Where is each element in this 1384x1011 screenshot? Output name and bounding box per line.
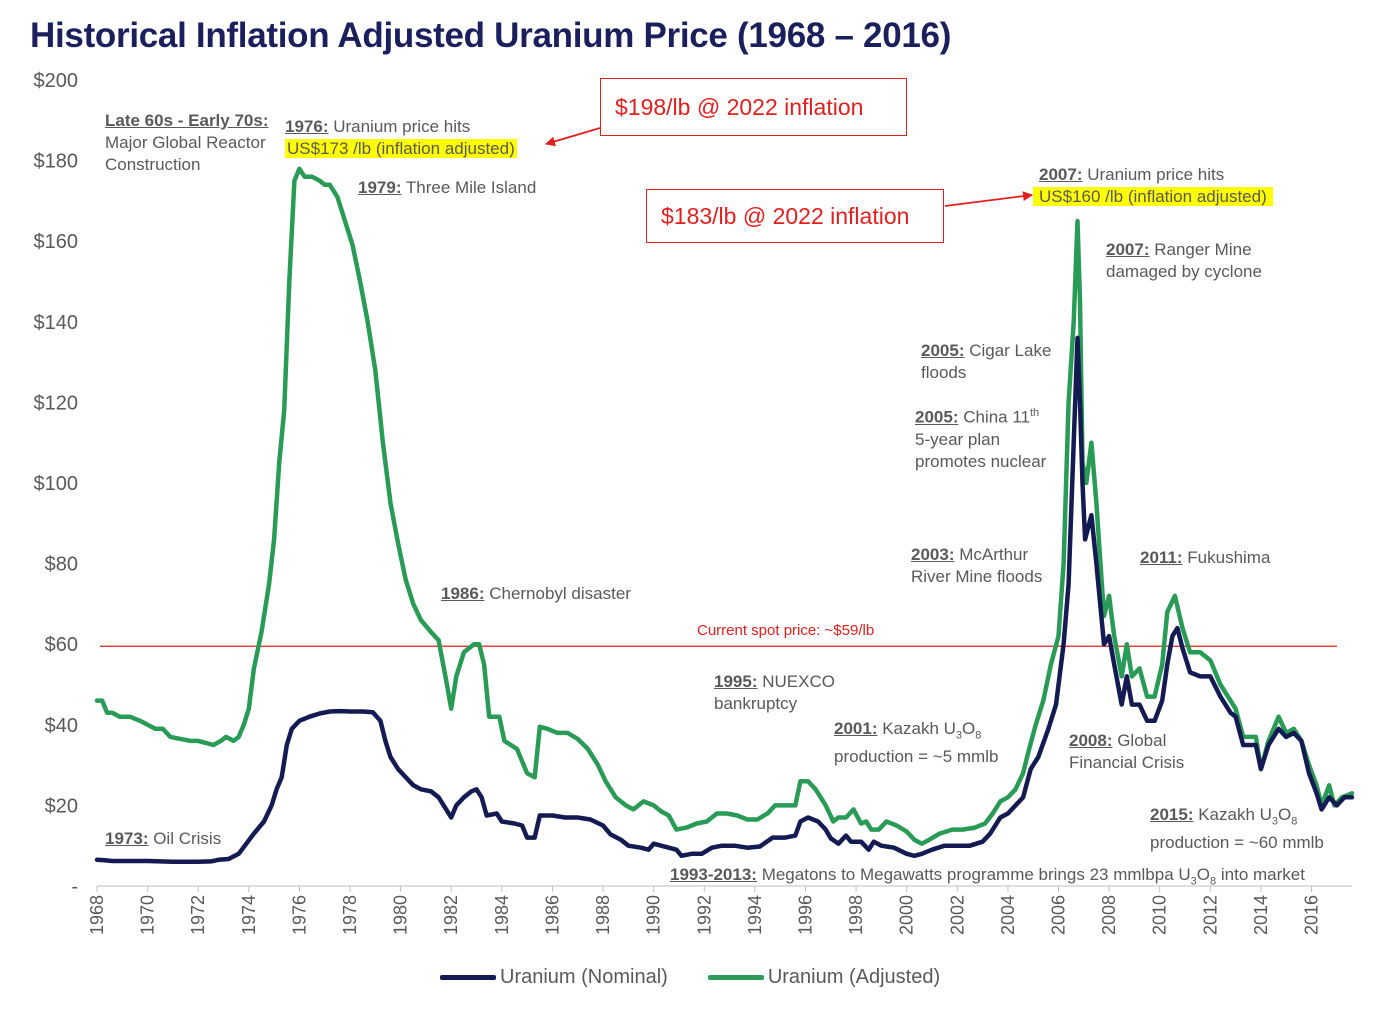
annotation-1979: 1979: Three Mile Island <box>358 178 537 197</box>
callout-198-arrow <box>545 127 601 147</box>
x-tick-label: 1982 <box>441 895 461 935</box>
x-tick-label: 1988 <box>593 895 613 935</box>
legend-label-adjusted: Uranium (Adjusted) <box>767 966 941 988</box>
x-tick-label: 2014 <box>1251 895 1271 935</box>
spot-price-label: Current spot price: ~$59/lb <box>697 622 875 639</box>
series-line-nominal <box>94 335 1355 865</box>
y-tick-label: $160 <box>34 231 79 253</box>
annotation-2001: 2001: Kazakh U3O8 production = ~5 mmlb <box>834 719 999 767</box>
x-tick-label: 1978 <box>340 895 360 935</box>
x-tick-label: 2002 <box>947 895 967 935</box>
x-tick-label: 2012 <box>1200 895 1220 935</box>
y-tick-label: $200 <box>34 70 79 92</box>
x-tick-label: 2004 <box>998 895 1018 935</box>
x-tick-label: 1996 <box>795 895 815 935</box>
x-tick-label: 2016 <box>1302 895 1322 935</box>
callout-183-arrow <box>944 191 1033 207</box>
x-tick-label: 2008 <box>1099 895 1119 935</box>
annotation-1993-2013: 1993-2013: Megatons to Megawatts program… <box>670 865 1305 888</box>
annotation-2003: 2003: McArthur River Mine floods <box>911 545 1043 586</box>
annotation-2011: 2011: Fukushima <box>1140 548 1271 567</box>
legend-item-nominal: Uranium (Nominal) <box>440 966 668 989</box>
annotation-1973: 1973: Oil Crisis <box>105 829 222 848</box>
y-tick-label: $20 <box>45 795 78 817</box>
y-tick-label: - <box>71 876 78 898</box>
series-line-adjusted <box>94 166 1355 846</box>
x-tick-label: 1972 <box>188 895 208 935</box>
x-tick-label: 1984 <box>492 895 512 935</box>
annotation-1976: 1976: Uranium price hits US$173 /lb (inf… <box>285 117 517 158</box>
callout-198: $198/lb @ 2022 inflation <box>600 78 907 136</box>
x-tick-label: 2010 <box>1150 895 1170 935</box>
y-tick-label: $140 <box>34 312 79 334</box>
y-tick-label: $120 <box>34 392 79 414</box>
annotation-2005-cigar: 2005: Cigar Lake floods <box>921 341 1052 382</box>
x-tick-label: 1994 <box>745 895 765 935</box>
highlight-2007: US$160 /lb (inflation adjusted) <box>1033 187 1273 206</box>
x-tick-label: 2006 <box>1048 895 1068 935</box>
x-tick-label: 1968 <box>87 895 107 935</box>
y-tick-label: $80 <box>45 554 78 576</box>
annotation-1986: 1986: Chernobyl disaster <box>441 584 631 603</box>
annotation-1995: 1995: NUEXCO bankruptcy <box>714 672 835 713</box>
callout-183: $183/lb @ 2022 inflation <box>646 189 944 243</box>
annotation-2007-ranger: 2007: Ranger Mine damaged by cyclone <box>1106 240 1262 281</box>
annotation-2008: 2008: Global Financial Crisis <box>1069 731 1185 772</box>
x-tick-label: 1980 <box>391 895 411 935</box>
x-tick-label: 1992 <box>694 895 714 935</box>
x-tick-label: 2000 <box>897 895 917 935</box>
x-tick-label: 1990 <box>644 895 664 935</box>
y-tick-label: $60 <box>45 634 78 656</box>
x-tick-label: 1974 <box>239 895 259 935</box>
x-tick-label: 1970 <box>138 895 158 935</box>
annotation-late-60s: Late 60s - Early 70s: Major Global React… <box>105 111 269 174</box>
y-tick-label: $100 <box>34 473 79 495</box>
chart-title: Historical Inflation Adjusted Uranium Pr… <box>30 16 952 55</box>
legend-swatch-nominal <box>440 975 496 980</box>
y-tick-label: $40 <box>45 715 78 737</box>
annotation-2015: 2015: Kazakh U3O8 production = ~60 mmlb <box>1150 805 1324 853</box>
x-tick-label: 1976 <box>289 895 309 935</box>
x-tick-label: 1986 <box>542 895 562 935</box>
legend: Uranium (Nominal) Uranium (Adjusted) <box>440 966 940 989</box>
annotation-2007-price: 2007: Uranium price hits US$160 /lb (inf… <box>1033 164 1299 208</box>
x-tick-label: 1998 <box>846 895 866 935</box>
y-tick-label: $180 <box>34 151 79 173</box>
legend-item-adjusted: Uranium (Adjusted) <box>707 966 941 989</box>
highlight-1976: US$173 /lb (inflation adjusted) <box>285 139 517 158</box>
annotation-2005-china: 2005: China 11th 5-year plan promotes nu… <box>915 407 1047 471</box>
legend-swatch-adjusted <box>707 975 764 980</box>
legend-label-nominal: Uranium (Nominal) <box>500 966 668 988</box>
